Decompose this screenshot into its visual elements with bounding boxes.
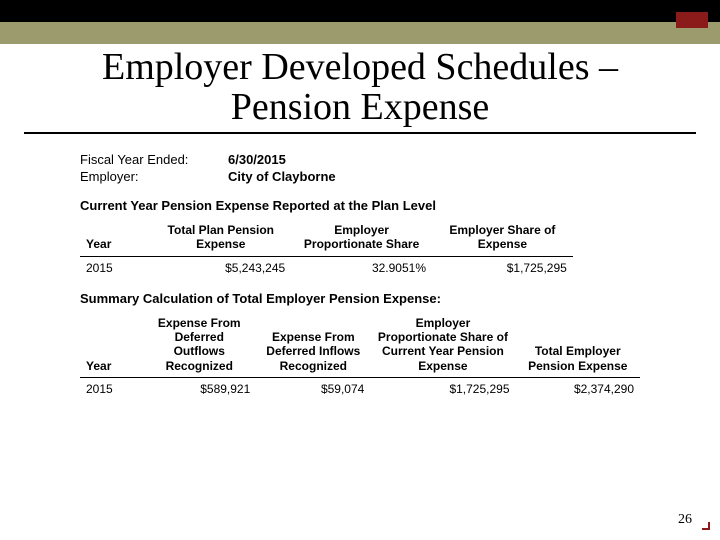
cell-total-emp: $2,374,290 [516, 378, 640, 399]
corner-mark-icon [702, 522, 710, 530]
col-year2: Year [80, 316, 142, 378]
cell-total-plan: $5,243,245 [150, 256, 291, 277]
fye-value: 6/30/2015 [228, 152, 286, 167]
col-def-out: Expense From Deferred Outflows Recognize… [142, 316, 256, 378]
table-plan-level: Year Total Plan Pension Expense Employer… [80, 223, 573, 277]
olive-bar [0, 22, 720, 44]
cell-prop-cy: $1,725,295 [370, 378, 515, 399]
col-def-in: Expense From Deferred Inflows Recognized [256, 316, 370, 378]
table-header-row: Year Total Plan Pension Expense Employer… [80, 223, 573, 256]
title-line-1: Employer Developed Schedules – [102, 46, 618, 88]
cell-year: 2015 [80, 256, 150, 277]
content-area: Fiscal Year Ended: 6/30/2015 Employer: C… [0, 134, 720, 398]
table-summary: Year Expense From Deferred Outflows Reco… [80, 316, 640, 399]
cell-def-in: $59,074 [256, 378, 370, 399]
title-block: Employer Developed Schedules – Pension E… [0, 44, 720, 134]
meta-employer: Employer: City of Clayborne [80, 169, 640, 184]
fye-label: Fiscal Year Ended: [80, 152, 220, 167]
col-prop-cy: Employer Proportionate Share of Current … [370, 316, 515, 378]
top-black-bar [0, 0, 720, 22]
title-line-2: Pension Expense [231, 86, 490, 128]
cell-emp-share: $1,725,295 [432, 256, 573, 277]
page-number: 26 [678, 512, 692, 528]
cell-def-out: $589,921 [142, 378, 256, 399]
cell-year2: 2015 [80, 378, 142, 399]
meta-fye: Fiscal Year Ended: 6/30/2015 [80, 152, 640, 167]
table-row: 2015 $589,921 $59,074 $1,725,295 $2,374,… [80, 378, 640, 399]
employer-value: City of Clayborne [228, 169, 336, 184]
col-prop-share: Employer Proportionate Share [291, 223, 432, 256]
section1-heading: Current Year Pension Expense Reported at… [80, 198, 640, 213]
section2-heading: Summary Calculation of Total Employer Pe… [80, 291, 640, 306]
employer-label: Employer: [80, 169, 220, 184]
table-row: 2015 $5,243,245 32.9051% $1,725,295 [80, 256, 573, 277]
col-total-plan: Total Plan Pension Expense [150, 223, 291, 256]
cell-prop-share: 32.9051% [291, 256, 432, 277]
col-emp-share: Employer Share of Expense [432, 223, 573, 256]
page-title: Employer Developed Schedules – Pension E… [102, 48, 618, 130]
col-total-emp: Total Employer Pension Expense [516, 316, 640, 378]
col-year: Year [80, 223, 150, 256]
accent-square [676, 12, 708, 28]
table-header-row: Year Expense From Deferred Outflows Reco… [80, 316, 640, 378]
